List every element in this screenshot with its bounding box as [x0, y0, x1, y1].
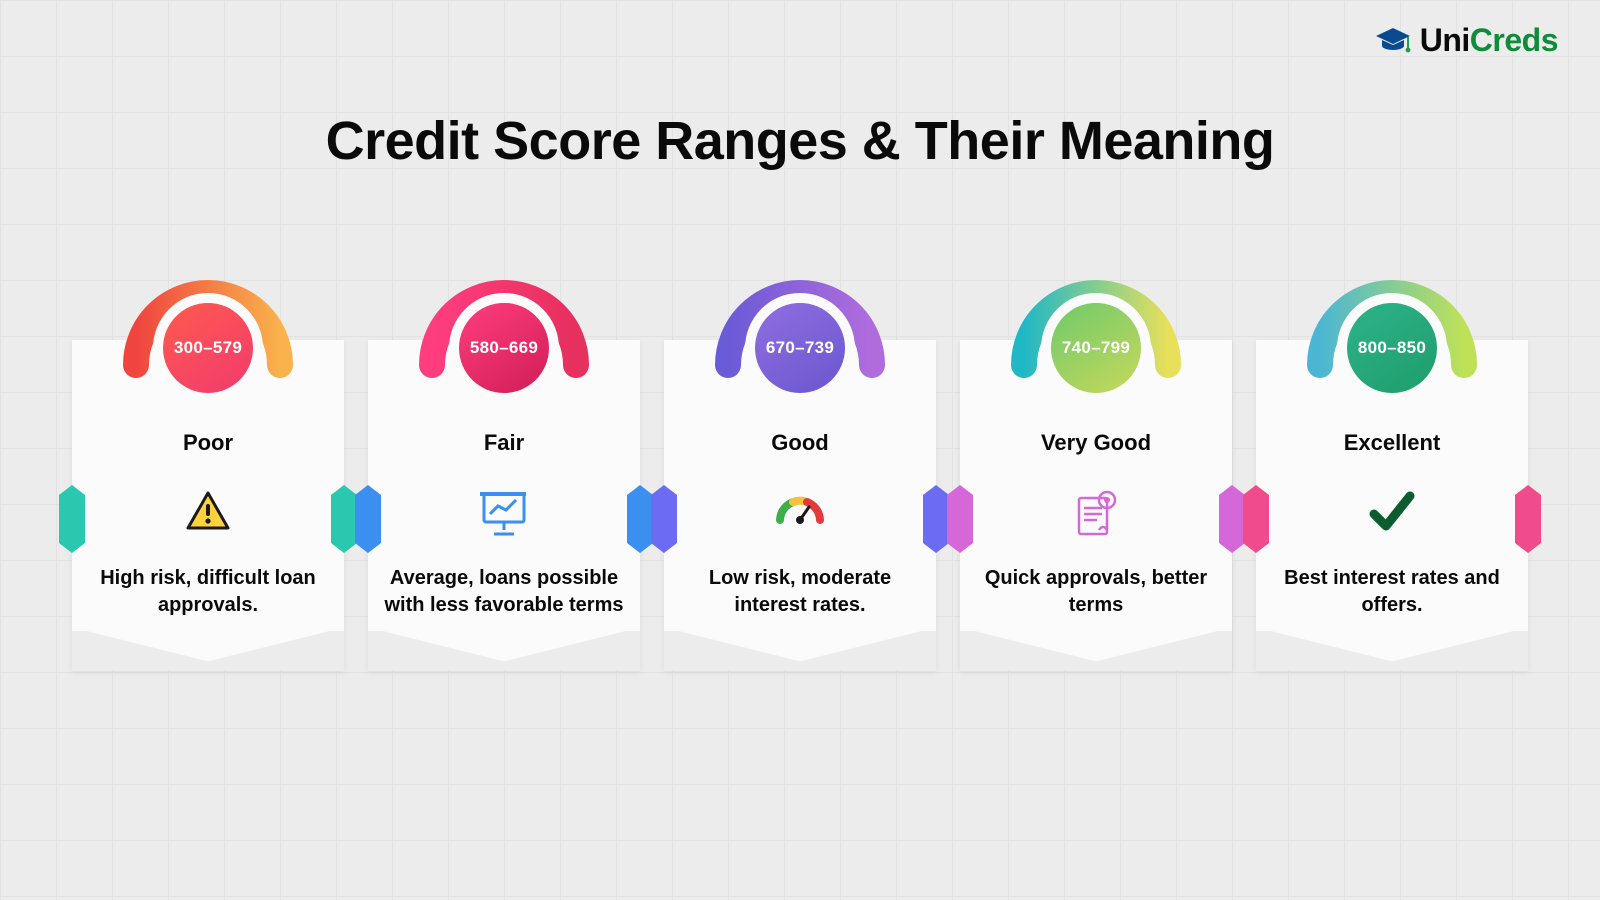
score-card: 670–739 Good Low risk, moderate interest…: [664, 340, 936, 670]
score-label: Fair: [368, 430, 640, 456]
brand-name: UniCreds: [1420, 22, 1558, 59]
score-card: 800–850 Excellent Best interest rates an…: [1256, 340, 1528, 670]
score-description: Quick approvals, better terms: [974, 565, 1218, 619]
checkmark-icon: [1368, 490, 1416, 534]
score-range-badge: 670–739: [755, 303, 845, 393]
card-chevron: [1256, 631, 1528, 671]
score-range: 580–669: [470, 338, 538, 358]
score-range: 300–579: [174, 338, 242, 358]
card-icon: [1256, 490, 1528, 534]
presentation-chart-icon: [480, 490, 528, 536]
score-range: 670–739: [766, 338, 834, 358]
score-description: Low risk, moderate interest rates.: [678, 565, 922, 619]
score-card: 300–579 Poor High risk, difficult loan a…: [72, 340, 344, 670]
page-title: Credit Score Ranges & Their Meaning: [0, 110, 1600, 172]
card-icon: [664, 490, 936, 526]
score-label: Good: [664, 430, 936, 456]
gauge-arc: 740–799: [1006, 265, 1186, 375]
card-icon: [368, 490, 640, 536]
gauge-arc: 670–739: [710, 265, 890, 375]
gauge-icon: [775, 490, 825, 526]
brand-name-b: Creds: [1470, 22, 1558, 58]
score-label: Very Good: [960, 430, 1232, 456]
contract-icon: [1073, 490, 1119, 538]
score-range-badge: 800–850: [1347, 303, 1437, 393]
brand-name-a: Uni: [1420, 22, 1470, 58]
score-range-badge: 580–669: [459, 303, 549, 393]
cards-row: 300–579 Poor High risk, difficult loan a…: [0, 340, 1600, 670]
graduation-cap-icon: [1374, 26, 1412, 56]
score-label: Poor: [72, 430, 344, 456]
warning-icon: [185, 490, 231, 532]
gauge-arc: 800–850: [1302, 265, 1482, 375]
gauge-arc: 580–669: [414, 265, 594, 375]
score-label: Excellent: [1256, 430, 1528, 456]
score-description: Average, loans possible with less favora…: [382, 565, 626, 619]
score-description: High risk, difficult loan approvals.: [86, 565, 330, 619]
score-range: 800–850: [1358, 338, 1426, 358]
score-range-badge: 740–799: [1051, 303, 1141, 393]
score-card: 740–799 Very Good Quick approvals, bette…: [960, 340, 1232, 670]
card-chevron: [664, 631, 936, 671]
card-icon: [72, 490, 344, 532]
brand-logo: UniCreds: [1374, 22, 1558, 59]
score-range: 740–799: [1062, 338, 1130, 358]
score-card: 580–669 Fair Average, loans possible wit…: [368, 340, 640, 670]
card-chevron: [72, 631, 344, 671]
score-range-badge: 300–579: [163, 303, 253, 393]
score-description: Best interest rates and offers.: [1270, 565, 1514, 619]
card-icon: [960, 490, 1232, 538]
card-chevron: [960, 631, 1232, 671]
card-chevron: [368, 631, 640, 671]
gauge-arc: 300–579: [118, 265, 298, 375]
